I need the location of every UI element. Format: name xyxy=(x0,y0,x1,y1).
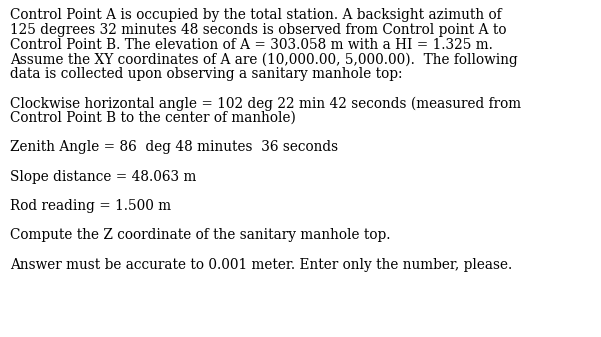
Text: Answer must be accurate to 0.001 meter. Enter only the number, please.: Answer must be accurate to 0.001 meter. … xyxy=(10,257,512,272)
Text: Control Point A is occupied by the total station. A backsight azimuth of: Control Point A is occupied by the total… xyxy=(10,8,501,23)
Text: Zenith Angle = 86  deg 48 minutes  36 seconds: Zenith Angle = 86 deg 48 minutes 36 seco… xyxy=(10,140,338,154)
Text: Assume the XY coordinates of A are (10,000.00, 5,000.00).  The following: Assume the XY coordinates of A are (10,0… xyxy=(10,52,517,67)
Text: Compute the Z coordinate of the sanitary manhole top.: Compute the Z coordinate of the sanitary… xyxy=(10,228,390,242)
Text: 125 degrees 32 minutes 48 seconds is observed from Control point A to: 125 degrees 32 minutes 48 seconds is obs… xyxy=(10,23,506,37)
Text: Control Point B to the center of manhole): Control Point B to the center of manhole… xyxy=(10,111,296,125)
Text: Clockwise horizontal angle = 102 deg 22 min 42 seconds (measured from: Clockwise horizontal angle = 102 deg 22 … xyxy=(10,96,520,111)
Text: data is collected upon observing a sanitary manhole top:: data is collected upon observing a sanit… xyxy=(10,67,402,81)
Text: Slope distance = 48.063 m: Slope distance = 48.063 m xyxy=(10,170,196,184)
Text: Rod reading = 1.500 m: Rod reading = 1.500 m xyxy=(10,199,171,213)
Text: Control Point B. The elevation of A = 303.058 m with a HI = 1.325 m.: Control Point B. The elevation of A = 30… xyxy=(10,38,492,52)
